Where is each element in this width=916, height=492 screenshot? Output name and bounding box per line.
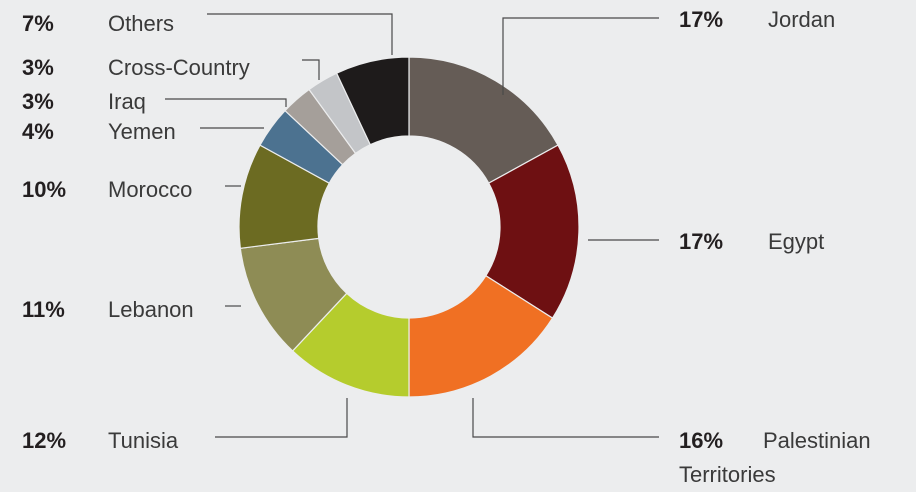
- category-label-cross-country: Cross-Country: [108, 55, 250, 80]
- data-label-yemen: 4%: [22, 119, 54, 144]
- leader-lines: [165, 13, 659, 438]
- leader-line-cross-country: [302, 59, 320, 80]
- category-label-others: Others: [108, 11, 174, 36]
- leader-line-jordan: [502, 17, 659, 95]
- leader-line-others: [207, 13, 393, 55]
- category-label-egypt: Egypt: [768, 229, 824, 254]
- data-label-iraq: 3%: [22, 89, 54, 114]
- leader-line-iraq: [165, 98, 287, 107]
- data-label-lebanon: 11%: [22, 297, 65, 322]
- category-label-morocco: Morocco: [108, 177, 192, 202]
- category-label-lebanon: Lebanon: [108, 297, 194, 322]
- leader-line-tunisia: [215, 398, 348, 438]
- data-label-others: 7%: [22, 11, 54, 36]
- category-label-palestinian-territories-line-2: Territories: [679, 462, 776, 487]
- category-label-jordan: Jordan: [768, 7, 835, 32]
- data-label-palestinian-territories: 16%: [679, 428, 723, 453]
- leader-line-palestinian-territories: [472, 398, 659, 438]
- data-label-jordan: 17%: [679, 7, 723, 32]
- data-label-cross-country: 3%: [22, 55, 54, 80]
- slice-others: [335, 56, 410, 146]
- category-label-tunisia: Tunisia: [108, 428, 179, 453]
- category-label-palestinian-territories-line-1: Palestinian: [763, 428, 871, 453]
- donut-slices: [238, 56, 580, 398]
- category-label-yemen: Yemen: [108, 119, 176, 144]
- slice-labels: 17% Jordan 17% Egypt 16% Palestinian Territori…: [22, 7, 871, 487]
- data-label-egypt: 17%: [679, 229, 723, 254]
- data-label-morocco: 10%: [22, 177, 66, 202]
- data-label-tunisia: 12%: [22, 428, 66, 453]
- category-label-iraq: Iraq: [108, 89, 146, 114]
